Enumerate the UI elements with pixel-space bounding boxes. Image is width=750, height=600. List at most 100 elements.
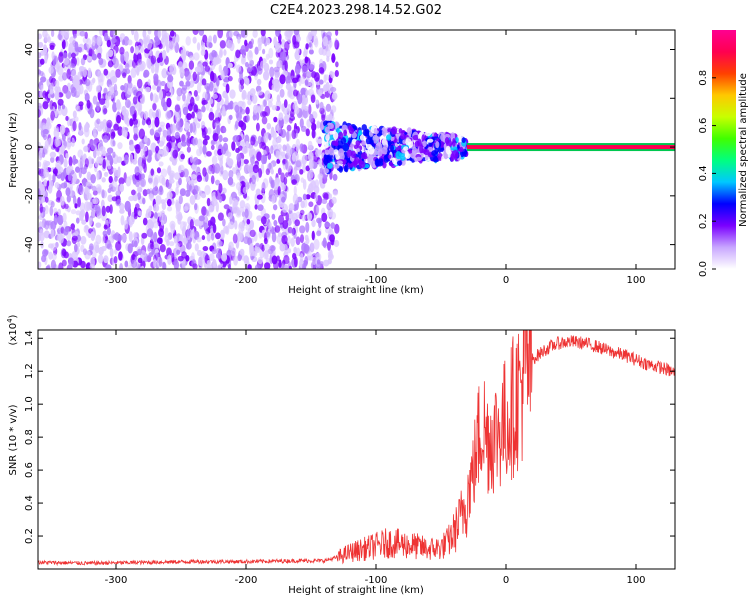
spectrogram-noise-cell — [206, 86, 210, 94]
spectrogram-signal-cell — [395, 151, 402, 160]
spectrogram-noise-cell — [84, 92, 90, 102]
spectrogram-noise-cell — [214, 121, 221, 128]
spectrogram-noise-cell — [247, 264, 252, 269]
spectrogram-noise-cell — [312, 35, 318, 46]
spectrogram-noise-cell — [168, 40, 174, 51]
spectrogram-noise-cell — [197, 249, 203, 257]
spectrogram-noise-cell — [226, 156, 231, 165]
spectrogram-noise-cell — [54, 90, 60, 101]
spectrogram-noise-cell — [115, 241, 122, 251]
spectrogram-noise-cell — [181, 141, 187, 147]
spectrogram-noise-cell — [58, 234, 64, 244]
snr-y-tick-label: 1.2 — [24, 363, 35, 379]
spectrogram-noise-cell — [257, 37, 262, 43]
colorbar-tick-label: 0.2 — [698, 213, 709, 229]
spectrogram-signal-cell — [358, 129, 362, 136]
spectrogram-noise-cell — [328, 39, 333, 48]
spectrogram-noise-cell — [39, 58, 45, 65]
spectrogram-noise-cell — [172, 36, 177, 47]
spectrogram-noise-cell — [177, 61, 184, 70]
spectrogram-noise-cell — [218, 134, 223, 143]
spectrogram-noise-cell — [254, 46, 259, 55]
spectrogram-noise-cell — [260, 60, 265, 70]
spectrogram-noise-cell — [133, 133, 138, 141]
spectrogram-noise-cell — [307, 140, 313, 150]
spectrogram-noise-cell — [327, 241, 331, 251]
spectrogram-x-tick-label: -200 — [235, 275, 258, 286]
spectrogram-noise-cell — [221, 187, 227, 194]
spectrogram-noise-cell — [46, 264, 51, 269]
spectrogram-noise-cell — [103, 255, 109, 264]
spectrogram-noise-cell — [156, 57, 161, 64]
spectrogram-noise-cell — [134, 65, 139, 73]
spectrogram-noise-cell — [109, 204, 113, 214]
spectrogram-noise-cell — [223, 142, 229, 152]
spectrogram-noise-cell — [210, 232, 215, 241]
spectrogram-noise-cell — [284, 60, 288, 72]
spectrogram-noise-cell — [265, 53, 270, 60]
spectrogram-noise-cell — [44, 144, 49, 155]
spectrogram-noise-cell — [297, 36, 302, 42]
spectrogram-noise-cell — [96, 101, 100, 112]
spectrogram-signal-cell — [381, 138, 387, 146]
spectrogram-noise-cell — [174, 131, 180, 139]
spectrogram-noise-cell — [292, 193, 299, 205]
spectrogram-noise-cell — [60, 182, 68, 189]
spectrogram-noise-cell — [311, 230, 315, 241]
spectrogram-noise-cell — [257, 256, 263, 265]
spectrogram-noise-cell — [99, 98, 106, 106]
spectrogram-noise-cell — [227, 62, 233, 69]
spectrogram-noise-cell — [225, 83, 230, 94]
spectrogram-noise-cell — [299, 118, 304, 129]
spectrogram-noise-cell — [219, 157, 223, 167]
spectrogram-noise-cell — [78, 122, 82, 131]
spectrogram-noise-cell — [247, 163, 253, 173]
spectrogram-noise-cell — [61, 72, 68, 81]
spectrogram-noise-cell — [232, 233, 238, 244]
spectrogram-signal-cell — [342, 143, 350, 152]
spectrogram-signal-cell — [372, 134, 379, 144]
snr-panel: -300 -200 -100 0 100 0.2 0.4 0.6 0.8 1.0 1.2 1.4 H… — [6, 314, 676, 596]
spectrogram-noise-cell — [202, 34, 208, 43]
spectrogram-noise-cell — [145, 86, 151, 93]
spectrogram-signal-cell — [344, 163, 349, 173]
spectrogram-noise-cell — [134, 166, 140, 176]
spectrogram-noise-cell — [248, 43, 254, 49]
spectrogram-noise-cell — [278, 259, 282, 269]
spectrogram-signal-cell — [417, 138, 422, 147]
spectrogram-noise-cell — [184, 122, 190, 131]
spectrogram-noise-cell — [164, 227, 169, 238]
spectrogram-noise-cell — [295, 236, 301, 246]
spectrogram-noise-cell — [267, 101, 273, 108]
spectrogram-noise-cell — [294, 63, 301, 75]
spectrogram-noise-cell — [304, 79, 309, 86]
spectrogram-noise-cell — [240, 45, 247, 55]
spectrogram-noise-cell — [234, 220, 238, 230]
spectrogram-noise-cell — [80, 235, 87, 245]
spectrogram-noise-cell — [54, 181, 60, 189]
spectrogram-noise-cell — [93, 132, 98, 139]
spectrogram-noise-cell — [335, 61, 339, 68]
spectrogram-noise-cell — [84, 224, 89, 231]
spectrogram-noise-cell — [210, 61, 216, 71]
spectrogram-noise-cell — [82, 248, 88, 256]
spectrogram-noise-cell — [48, 173, 52, 182]
spectrogram-noise-cell — [159, 244, 166, 253]
spectrogram-noise-cell — [72, 194, 77, 205]
spectrogram-noise-cell — [331, 196, 337, 205]
spectrogram-noise-cell — [271, 104, 277, 111]
spectrogram-noise-cell — [323, 74, 327, 83]
spectrogram-noise-cell — [284, 30, 288, 37]
spectrogram-noise-cell — [124, 68, 131, 75]
spectrogram-noise-cell — [73, 75, 80, 86]
spectrogram-noise-cell — [208, 42, 213, 49]
spectrogram-noise-cell — [321, 114, 326, 122]
spectrogram-noise-cell — [311, 219, 316, 228]
spectrogram-signal-cell — [365, 143, 373, 150]
spectrogram-noise-cell — [48, 251, 53, 260]
spectrogram-noise-cell — [305, 43, 309, 50]
spectrogram-noise-cell — [274, 124, 279, 132]
spectrogram-noise-cell — [188, 183, 196, 193]
spectrogram-noise-cell — [285, 172, 289, 178]
colorbar-gradient — [712, 30, 736, 269]
